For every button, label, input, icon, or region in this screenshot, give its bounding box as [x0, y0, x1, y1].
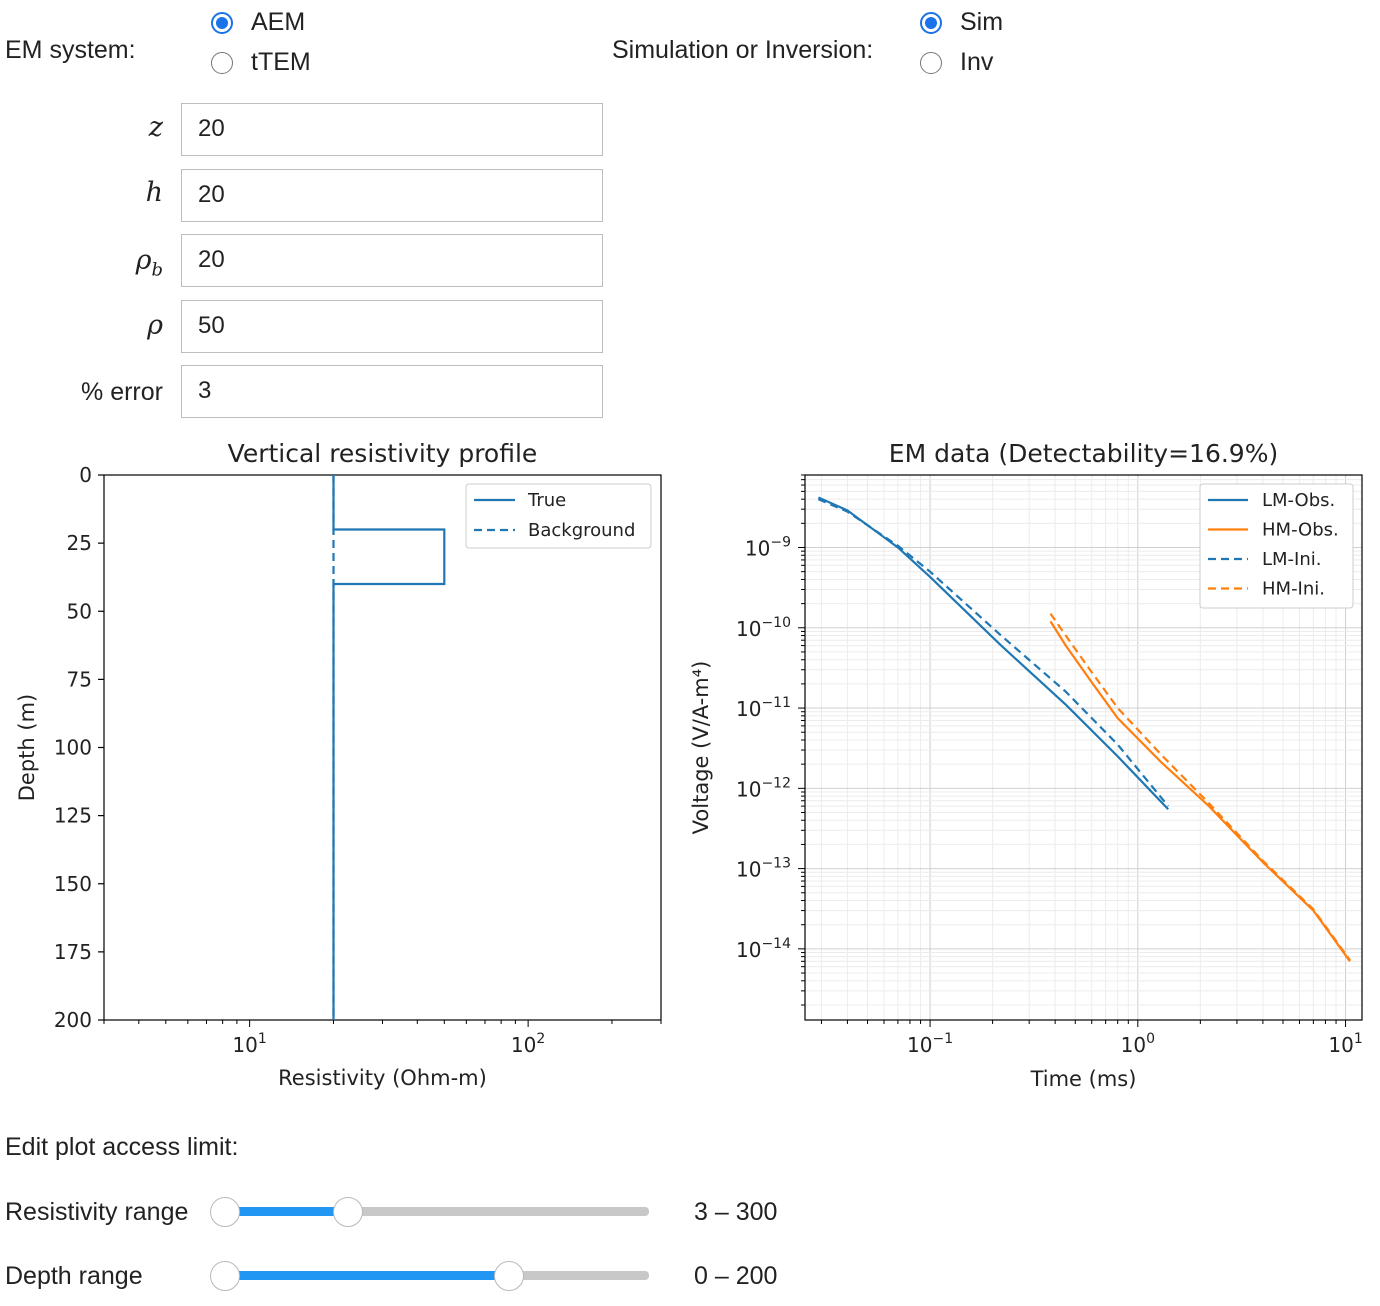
- y-tick-label: 25: [67, 531, 92, 555]
- legend-label: Background: [528, 520, 635, 541]
- z-input[interactable]: 20: [181, 103, 603, 156]
- field-label-z: z: [148, 112, 163, 143]
- resistivity-range-fill: [225, 1207, 348, 1216]
- rho-input[interactable]: 50: [181, 300, 603, 353]
- y-tick-label: 50: [67, 599, 92, 623]
- radio-inv-label: Inv: [960, 48, 994, 76]
- y-tick-label: 10−14: [736, 936, 791, 962]
- h-input[interactable]: 20: [181, 169, 603, 222]
- depth-range-fill: [225, 1271, 510, 1280]
- depth-min-handle[interactable]: [210, 1261, 240, 1291]
- y-tick-label: 100: [54, 736, 92, 760]
- legend-label: HM-Ini.: [1262, 579, 1325, 600]
- legend-label: LM-Obs.: [1262, 490, 1335, 511]
- field-label-h: h: [145, 177, 163, 208]
- y-axis-label: Depth (m): [15, 694, 39, 801]
- chart-title: EM data (Detectability=16.9%): [889, 439, 1278, 468]
- radio-ttem[interactable]: tTEM: [211, 48, 311, 77]
- plot-frame: [103, 474, 662, 1021]
- resistivity-range-slider[interactable]: [225, 1207, 649, 1216]
- x-tick-label: 101: [232, 1031, 266, 1057]
- y-tick-label: 10−13: [736, 856, 791, 882]
- y-tick-label: 10−10: [736, 615, 791, 641]
- y-tick-label: 200: [54, 1008, 92, 1032]
- depth-max-handle[interactable]: [494, 1261, 525, 1291]
- radio-sim[interactable]: Sim: [920, 8, 1003, 37]
- legend-label: HM-Obs.: [1262, 520, 1339, 541]
- y-tick-label: 0: [79, 463, 92, 487]
- field-label-error: % error: [81, 378, 163, 406]
- radio-selected-icon[interactable]: [920, 11, 942, 34]
- radio-sim-label: Sim: [960, 8, 1004, 36]
- series-line: [332, 475, 446, 1020]
- x-tick-label: 10−1: [907, 1031, 953, 1057]
- series-line: [817, 496, 1169, 810]
- error-input[interactable]: 3: [181, 365, 603, 418]
- radio-unselected-icon[interactable]: [211, 51, 233, 74]
- resistivity-range-readout: 3 – 300: [694, 1198, 778, 1226]
- charts: Vertical resistivity profile Resistivity …: [15, 439, 1363, 1090]
- y-axis-label: Voltage (V/A-m⁴): [689, 661, 713, 835]
- depth-range-readout: 0 – 200: [694, 1262, 778, 1290]
- rho-b-input[interactable]: 20: [181, 234, 603, 287]
- legend-label: LM-Ini.: [1262, 549, 1322, 570]
- y-tick-label: 175: [54, 940, 92, 964]
- field-label-rho: ρ: [147, 310, 163, 341]
- plot-frame: [804, 474, 1363, 1021]
- y-tick-label: 75: [67, 667, 92, 691]
- field-label-rho-b: ρb: [135, 245, 163, 281]
- resistivity-range-label: Resistivity range: [5, 1198, 189, 1226]
- legend-box: [1199, 483, 1354, 609]
- x-tick-label: 101: [1328, 1031, 1362, 1057]
- radio-aem-label: AEM: [251, 8, 306, 36]
- series-line: [1049, 620, 1351, 962]
- y-tick-label: 10−9: [745, 534, 791, 560]
- radio-selected-icon[interactable]: [211, 11, 233, 34]
- y-tick-label: 10−12: [736, 775, 791, 801]
- y-tick-label: 150: [54, 872, 92, 896]
- y-tick-label: 10−11: [736, 695, 791, 721]
- radio-unselected-icon[interactable]: [920, 51, 942, 74]
- limits-heading: Edit plot access limit:: [5, 1133, 239, 1161]
- radio-ttem-label: tTEM: [251, 48, 311, 76]
- x-axis-label: Resistivity (Ohm-m): [278, 1066, 487, 1090]
- em-system-label: EM system:: [5, 36, 136, 64]
- resistivity-max-handle[interactable]: [332, 1197, 363, 1227]
- radio-aem[interactable]: AEM: [211, 8, 305, 37]
- chart-title: Vertical resistivity profile: [228, 439, 538, 468]
- depth-range-label: Depth range: [5, 1262, 143, 1290]
- resistivity-min-handle[interactable]: [210, 1197, 240, 1227]
- mode-label: Simulation or Inversion:: [612, 36, 874, 64]
- x-tick-label: 102: [511, 1031, 545, 1057]
- radio-inv[interactable]: Inv: [920, 48, 993, 77]
- series-line: [817, 498, 1170, 807]
- series-line: [1049, 612, 1351, 961]
- y-tick-label: 125: [54, 804, 92, 828]
- x-tick-label: 100: [1121, 1031, 1155, 1057]
- x-axis-label: Time (ms): [1030, 1067, 1137, 1090]
- legend-label: True: [527, 490, 566, 511]
